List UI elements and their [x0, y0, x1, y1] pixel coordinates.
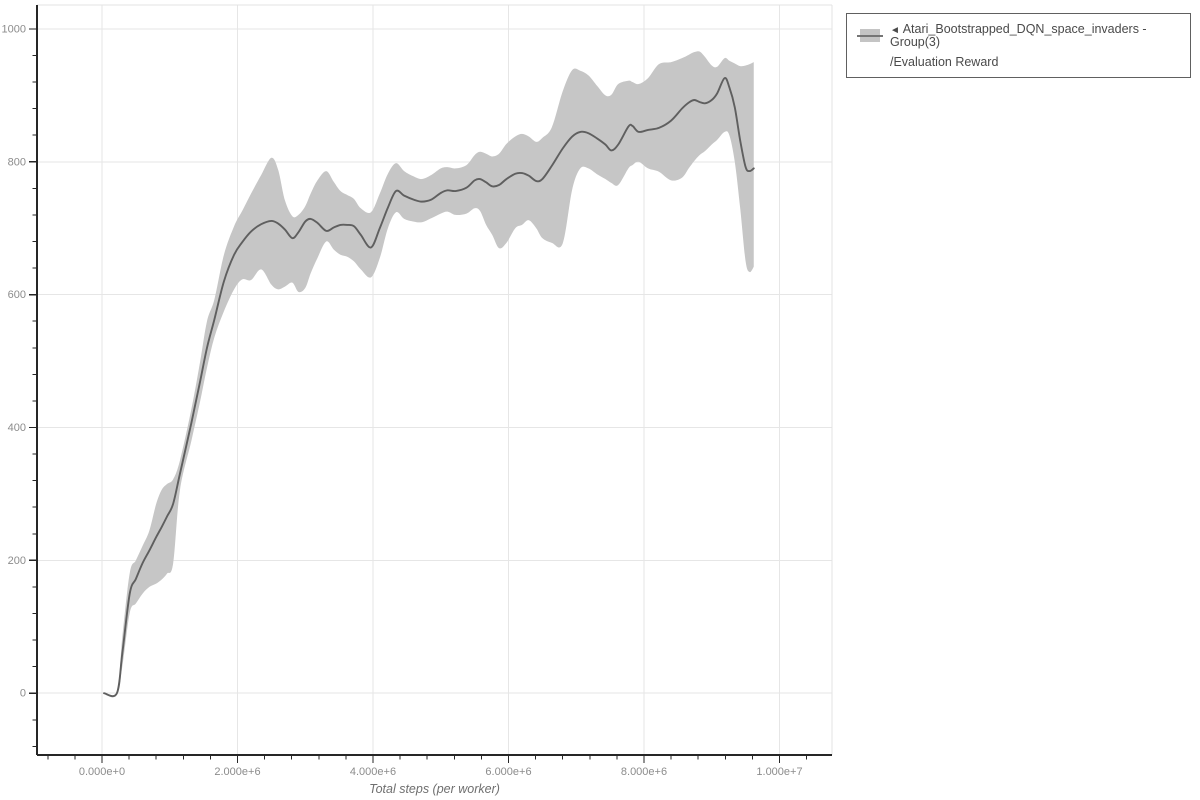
legend-box[interactable]: ◄ Atari_Bootstrapped_DQN_space_invaders … — [846, 13, 1191, 78]
x-tick-label: 6.000e+6 — [485, 766, 531, 778]
x-tick-label: 8.000e+6 — [621, 766, 667, 778]
y-tick-label: 200 — [8, 555, 26, 567]
series-layer — [103, 51, 755, 698]
y-tick-label: 0 — [20, 688, 26, 700]
confidence-band — [104, 51, 754, 698]
y-tick-label: 400 — [8, 422, 26, 434]
x-tick-label: 0.000e+0 — [79, 766, 125, 778]
x-tick-label: 4.000e+6 — [350, 766, 396, 778]
x-axis-title: Total steps (per worker) — [369, 782, 500, 796]
tick-labels: 0 200 400 600 800 1000 0.000e+0 2.000e+6 4.000e+… — [2, 23, 803, 778]
legend-item[interactable]: ◄ Atari_Bootstrapped_DQN_space_invaders … — [857, 23, 1180, 49]
tick-marks — [29, 28, 808, 763]
y-tick-label: 800 — [8, 156, 26, 168]
legend-swatch — [857, 29, 883, 43]
legend-collapse-icon[interactable]: ◄ — [890, 25, 900, 36]
mean-line — [103, 77, 755, 698]
legend-metric-label: /Evaluation Reward — [890, 54, 999, 69]
legend-label-line1: ◄ Atari_Bootstrapped_DQN_space_invaders … — [890, 23, 1180, 49]
x-tick-label: 2.000e+6 — [214, 766, 260, 778]
y-tick-label: 600 — [8, 289, 26, 301]
y-tick-label: 1000 — [2, 23, 26, 35]
legend-swatch-line — [857, 34, 883, 38]
x-tick-label: 1.000e+7 — [756, 766, 802, 778]
axes — [36, 5, 832, 756]
legend-series-label[interactable]: Atari_Bootstrapped_DQN_space_invaders - … — [890, 22, 1147, 49]
